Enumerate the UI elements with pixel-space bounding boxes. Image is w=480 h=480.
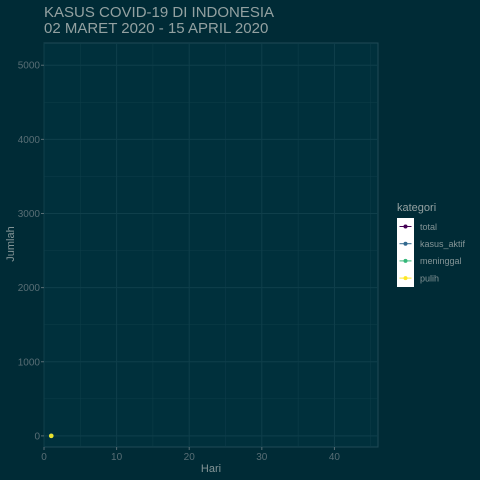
legend-key-point-total [403,224,408,229]
x-tick-label: 40 [329,452,341,463]
legend-key-background [397,218,414,287]
x-axis-title: Hari [201,463,221,475]
y-tick-label: 4000 [18,135,41,146]
plot-panel [43,42,379,448]
legend-label-kasus_aktif: kasus_aktif [420,239,466,249]
chart-title-line-2: 02 MARET 2020 - 15 APRIL 2020 [44,20,268,37]
legend-key-point-pulih [403,276,408,281]
legend-label-total: total [420,222,437,232]
legend-items: total kasus_aktif meninggal pulih [399,222,466,283]
legend-label-pulih: pulih [420,273,439,283]
x-tick-label: 20 [184,452,196,463]
legend-key-point-kasus_aktif [403,241,408,246]
legend-title: kategori [397,202,436,214]
series-layer [48,433,54,439]
axis-layer: 0 10 20 30 40 0 1000 2000 3000 4000 5000 [18,61,341,463]
y-tick-label: 5000 [18,61,41,72]
x-tick-label: 10 [111,452,123,463]
y-tick-label: 0 [34,431,40,442]
x-tick-label: 0 [41,452,47,463]
grid-layer [43,43,378,447]
chart-title-line-1: KASUS COVID-19 DI INDONESIA [44,4,274,21]
legend: kategori total kasus_aktif meninggal pulih [397,202,466,287]
y-tick-label: 1000 [18,357,41,368]
y-tick-label: 2000 [18,283,41,294]
legend-key-point-meninggal [403,258,408,263]
series-point-pulih [48,433,54,439]
y-tick-label: 3000 [18,209,41,220]
legend-label-meninggal: meninggal [420,256,462,266]
y-axis-title: Jumlah [5,226,17,261]
x-tick-label: 30 [256,452,268,463]
